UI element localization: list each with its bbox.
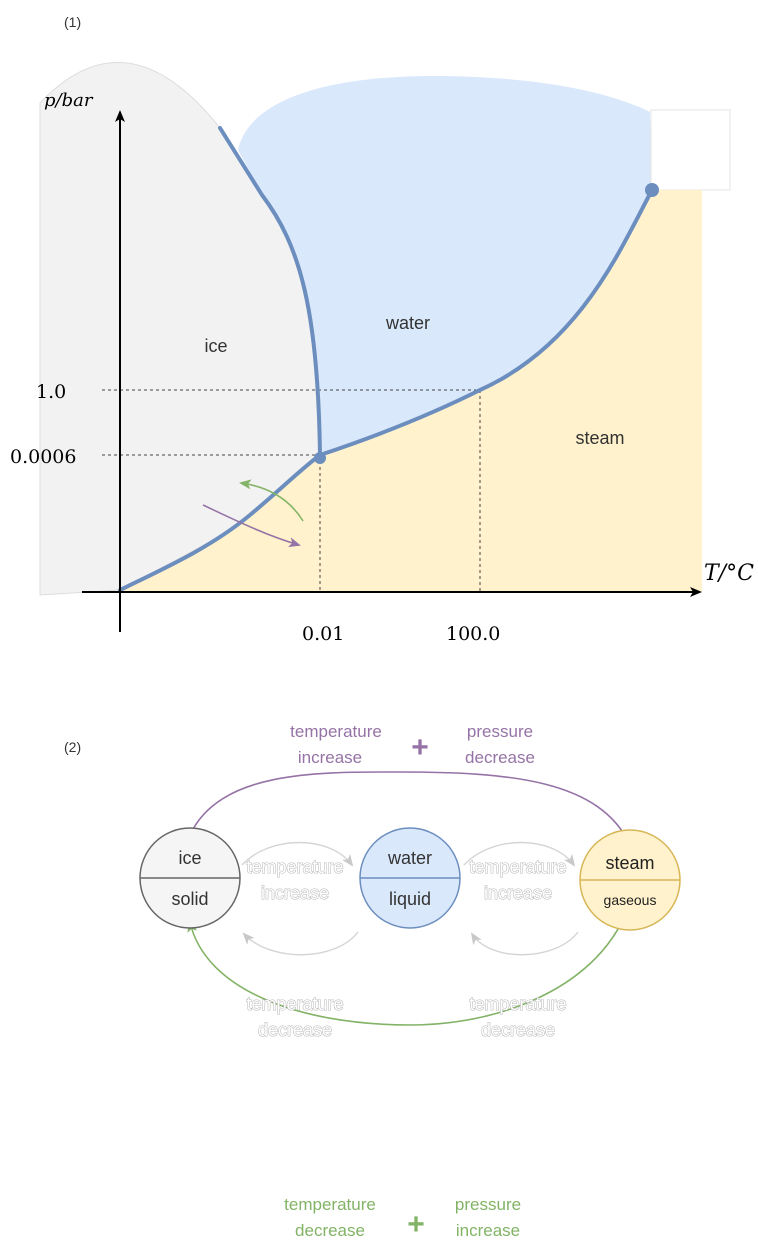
top-arc-left-2: increase (298, 748, 362, 767)
state-water-name: water (387, 848, 432, 868)
x-tick-0.01: 0.01 (302, 623, 344, 645)
arc-water-to-steam (463, 841, 576, 867)
arc-water-to-ice (242, 931, 359, 956)
inner-transition-arcs (241, 841, 579, 956)
y-tick-0.0006: 0.0006 (10, 446, 76, 468)
bottom-arc-right-1: pressure (455, 1195, 521, 1214)
triple-point-dot (314, 452, 326, 464)
dashed-guides (102, 389, 481, 592)
bottom-arc-plus: + (407, 1208, 425, 1241)
up-left-2: increase (261, 883, 329, 903)
state-steam-phase: gaseous (604, 892, 657, 908)
state-water: water liquid (359, 827, 461, 929)
top-arc-right-1: pressure (467, 722, 533, 741)
y-axis-label: p/bar (44, 90, 94, 111)
purple-transition-arrow (202, 504, 301, 547)
up-right-2: increase (484, 883, 552, 903)
bottom-arc-left-1: temperature (284, 1195, 376, 1214)
water-label: water (385, 313, 430, 333)
vaporization-curve (318, 188, 654, 457)
top-arc-left-1: temperature (290, 722, 382, 741)
state-ice: ice solid (139, 827, 241, 929)
down-right-2: decrease (481, 1020, 555, 1040)
top-arc-plus: + (411, 731, 429, 764)
state-ice-name: ice (178, 848, 201, 868)
sublimation-curve (118, 453, 322, 592)
up-left-1: temperature (246, 857, 343, 877)
panel-1-label: (1) (64, 14, 81, 30)
ice-label: ice (204, 336, 227, 356)
down-left-2: decrease (258, 1020, 332, 1040)
top-arc-right-2: decrease (465, 748, 535, 767)
steam-region (120, 190, 702, 592)
water-region (238, 75, 652, 455)
x-tick-100: 100.0 (446, 623, 500, 645)
top-arc-caption: temperature increase pressure decrease + (290, 722, 535, 767)
green-transition-arrow (239, 479, 304, 522)
arc-steam-to-water (470, 931, 579, 956)
steam-label: steam (575, 428, 624, 448)
arc-ice-to-water (241, 841, 354, 867)
bottom-arc-right-2: increase (456, 1221, 520, 1240)
bottom-green-arc (187, 894, 633, 1026)
critical-point-dot (645, 183, 659, 197)
panel-2-label: (2) (64, 739, 81, 755)
top-purple-arc (189, 771, 631, 847)
melting-curve (218, 126, 322, 457)
blank-notch (650, 109, 731, 191)
state-steam-name: steam (605, 853, 654, 873)
state-water-phase: liquid (389, 889, 431, 909)
down-left-1: temperature (246, 994, 343, 1014)
y-tick-1: 1.0 (36, 381, 66, 403)
state-steam: steam gaseous (579, 829, 681, 931)
up-right-1: temperature (469, 857, 566, 877)
bottom-arc-left-2: decrease (295, 1221, 365, 1240)
state-ice-phase: solid (171, 889, 208, 909)
phase-boundaries (118, 126, 654, 592)
bottom-arc-caption: temperature decrease pressure increase + (284, 1195, 521, 1241)
inner-captions: temperature increase temperature increas… (246, 856, 567, 1040)
down-right-1: temperature (469, 994, 566, 1014)
x-axis-label: T/°C (704, 561, 754, 586)
